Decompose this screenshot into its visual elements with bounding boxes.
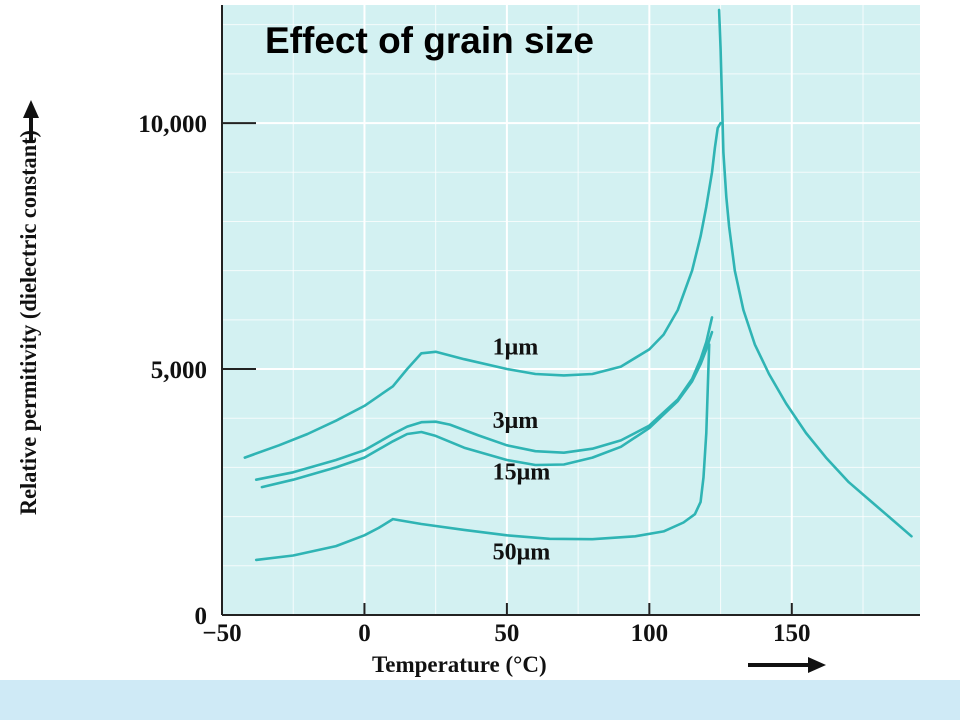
series-line-decay [717, 8, 913, 538]
page-title: Effect of grain size [265, 20, 594, 61]
y-tick-label: 0 [195, 603, 208, 630]
x-tick-label: 150 [773, 620, 811, 647]
series-line-50μm [254, 343, 711, 562]
plot-background [222, 5, 920, 615]
x-tick-label: −50 [202, 620, 241, 647]
x-axis-arrow-icon [748, 657, 826, 673]
series-label: 1μm [493, 334, 539, 360]
y-axis-title: Relative permitivity (dielectric constan… [16, 130, 41, 515]
x-tick-label: 100 [631, 620, 669, 647]
series-label: 50μm [493, 539, 551, 565]
y-tick-label: 5,000 [151, 357, 207, 384]
series-line-1μm [243, 121, 722, 459]
x-tick-label: 50 [494, 620, 519, 647]
bottom-band [0, 680, 960, 720]
series-label: 15μm [493, 460, 551, 486]
curves [243, 8, 913, 562]
series-line-15μm [260, 330, 714, 489]
y-tick-label: 10,000 [138, 111, 207, 138]
x-tick-label: 0 [358, 620, 371, 647]
series-label: 3μm [493, 408, 539, 434]
labels: 1μm 3μm 15μm 50μm [493, 334, 551, 565]
x-axis-title: Temperature (°C) [372, 652, 547, 677]
y-axis-arrow-icon [23, 100, 39, 140]
